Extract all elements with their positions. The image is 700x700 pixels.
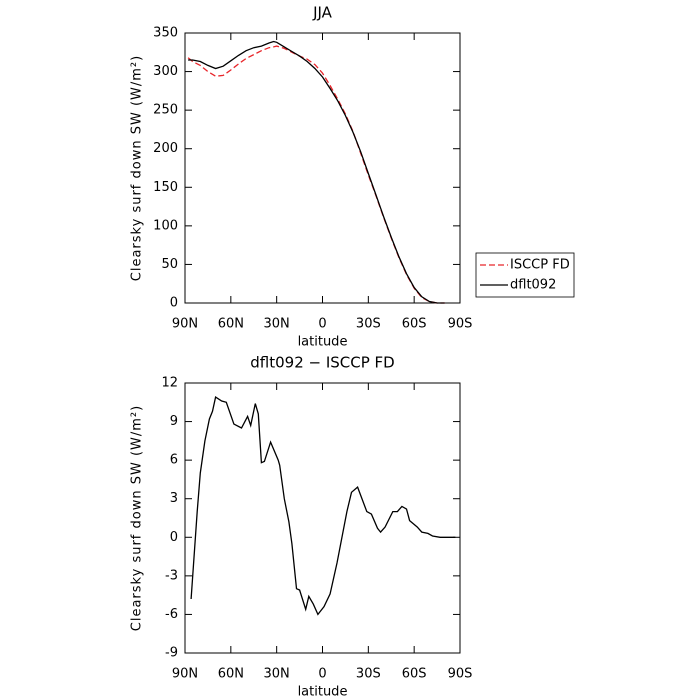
x-tick-label: 30N bbox=[264, 317, 290, 332]
y-tick-label: 12 bbox=[161, 376, 178, 391]
legend-label: dflt092 bbox=[510, 278, 556, 293]
y-tick-label: -6 bbox=[165, 607, 178, 622]
chart-title: JJA bbox=[312, 4, 333, 22]
y-tick-label: 150 bbox=[153, 180, 178, 195]
x-tick-label: 30S bbox=[356, 667, 381, 682]
series-line bbox=[190, 396, 456, 616]
x-tick-label: 0 bbox=[318, 317, 326, 332]
series-line bbox=[187, 45, 445, 304]
x-tick-label: 90N bbox=[172, 667, 198, 682]
legend-box bbox=[475, 252, 575, 298]
x-axis-label: latitude bbox=[298, 685, 348, 700]
x-tick-label: 30S bbox=[356, 317, 381, 332]
y-tick-label: 200 bbox=[153, 141, 178, 156]
y-tick-label: 250 bbox=[153, 103, 178, 118]
x-tick-label: 90S bbox=[448, 317, 473, 332]
y-tick-label: 100 bbox=[153, 218, 178, 233]
series-line bbox=[188, 40, 445, 304]
x-tick-label: 60S bbox=[402, 317, 427, 332]
y-tick-label: 350 bbox=[153, 26, 178, 41]
x-tick-label: 90S bbox=[448, 667, 473, 682]
y-axis-label: Clearsky surf down SW (W/m²) bbox=[130, 55, 145, 281]
y-tick-label: 6 bbox=[170, 453, 178, 468]
y-tick-label: 9 bbox=[170, 414, 178, 429]
x-tick-label: 60N bbox=[218, 317, 244, 332]
x-tick-label: 60S bbox=[402, 667, 427, 682]
y-axis-label: Clearsky surf down SW (W/m²) bbox=[130, 405, 145, 631]
y-tick-label: 0 bbox=[170, 530, 178, 545]
x-tick-label: 0 bbox=[318, 667, 326, 682]
y-tick-label: 50 bbox=[161, 257, 178, 272]
x-tick-label: 60N bbox=[218, 667, 244, 682]
y-tick-label: 3 bbox=[170, 491, 178, 506]
y-tick-label: 300 bbox=[153, 64, 178, 79]
x-axis-label: latitude bbox=[298, 335, 348, 350]
y-tick-label: -3 bbox=[165, 568, 178, 583]
x-tick-label: 30N bbox=[264, 667, 290, 682]
y-tick-label: 0 bbox=[170, 296, 178, 311]
chart-title: dflt092 − ISCCP FD bbox=[250, 354, 394, 372]
plot-frame bbox=[184, 382, 461, 654]
x-tick-label: 90N bbox=[172, 317, 198, 332]
y-tick-label: -9 bbox=[165, 646, 178, 661]
legend-label: ISCCP FD bbox=[510, 258, 570, 273]
